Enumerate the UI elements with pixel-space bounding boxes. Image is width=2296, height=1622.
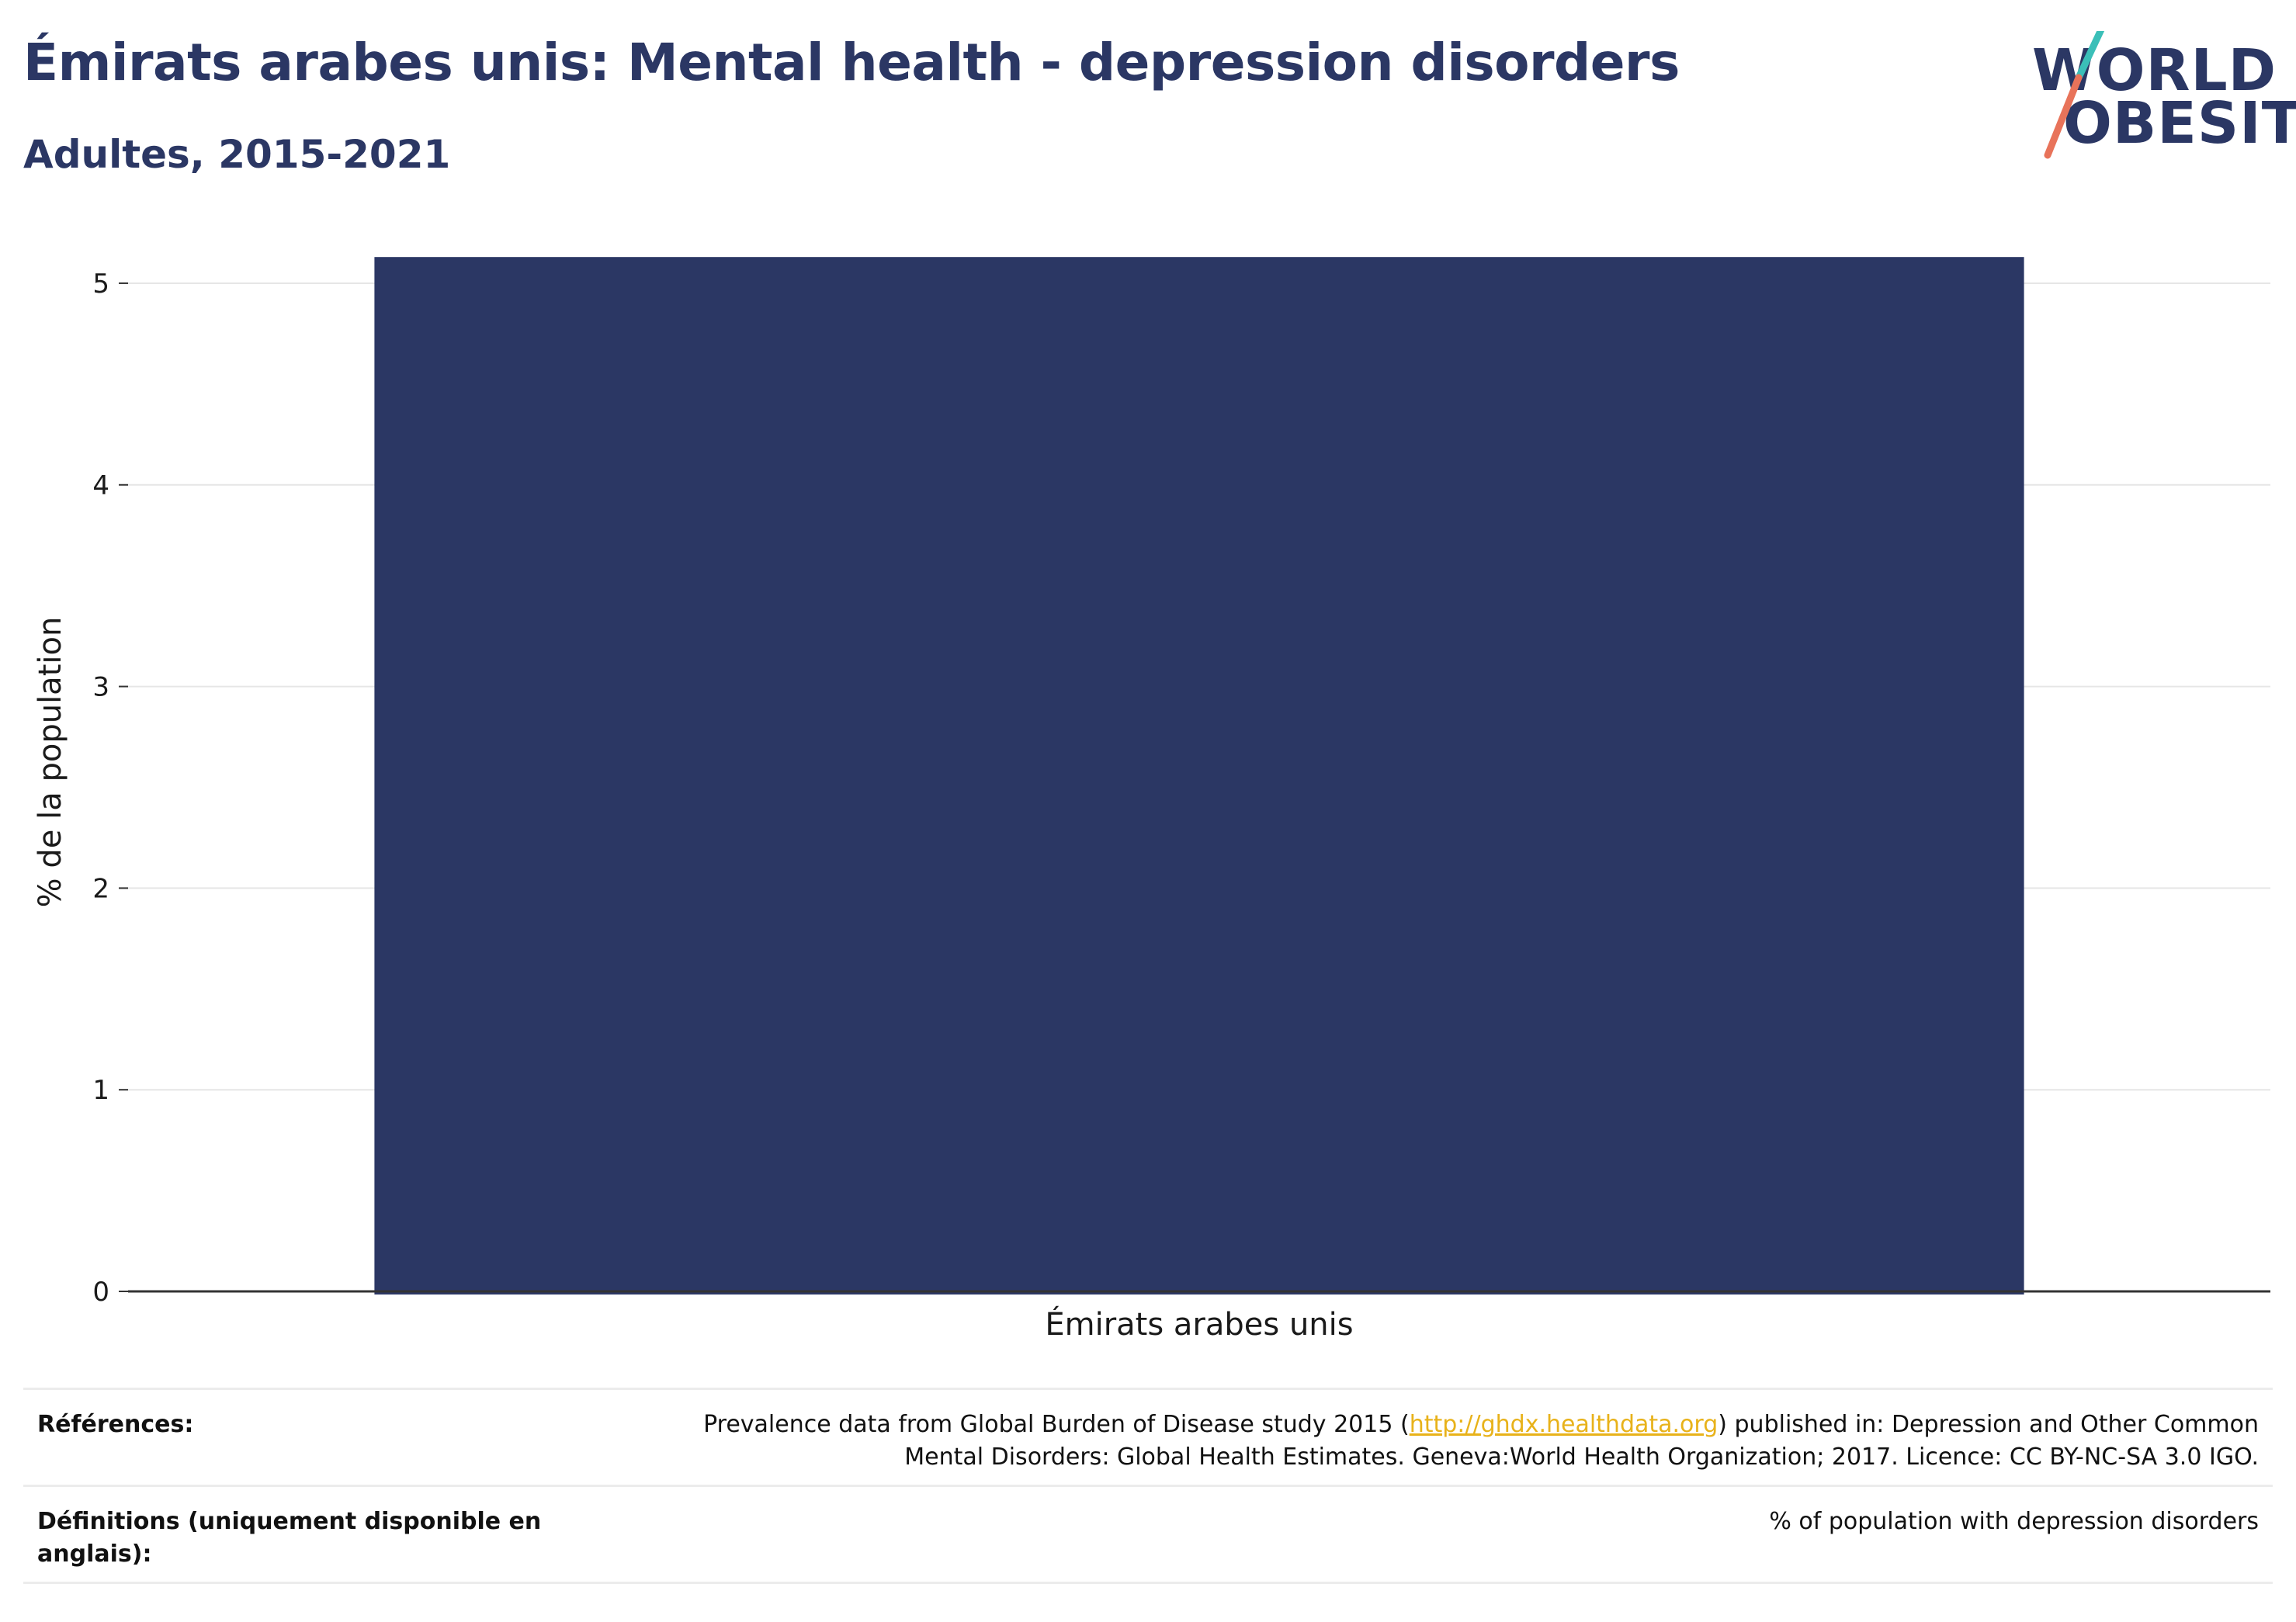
x-tick-label: Émirats arabes unis bbox=[1045, 1305, 1353, 1343]
logo-word-obesity: OBESITY bbox=[2063, 90, 2296, 157]
y-tick-label: 1 bbox=[92, 1075, 109, 1106]
ghdx-link[interactable]: http://ghdx.healthdata.org bbox=[1409, 1411, 1719, 1438]
references-table: Références: Prevalence data from Global … bbox=[23, 1388, 2273, 1584]
bars bbox=[374, 257, 2024, 1295]
world-obesity-logo: WORLD OBESITY bbox=[2018, 31, 2296, 171]
y-tick-label: 0 bbox=[92, 1277, 109, 1308]
y-tick-label: 4 bbox=[92, 470, 109, 501]
references-value: Prevalence data from Global Burden of Di… bbox=[629, 1409, 2259, 1474]
y-axis-title: % de la population bbox=[33, 617, 68, 908]
references-text-start: Prevalence data from Global Burden of Di… bbox=[703, 1411, 1410, 1438]
logo-slash-icon bbox=[2044, 31, 2105, 159]
bar[interactable] bbox=[374, 257, 2024, 1295]
y-tick-label: 5 bbox=[92, 269, 109, 300]
axes: 0 1 2 3 4 5 Émirats arabes unis bbox=[92, 269, 2270, 1343]
references-row: Références: Prevalence data from Global … bbox=[23, 1388, 2273, 1485]
bar-chart: 0 1 2 3 4 5 Émirats arabes unis % de la popula… bbox=[33, 257, 2270, 1343]
logo-slash-top bbox=[2075, 31, 2105, 81]
y-tick-label: 2 bbox=[92, 873, 109, 904]
definitions-label: Définitions (uniquement disponible en an… bbox=[37, 1508, 542, 1568]
chart-title: Émirats arabes unis: Mental health - dep… bbox=[23, 33, 1680, 92]
references-label: Références: bbox=[37, 1411, 194, 1438]
y-tick-label: 3 bbox=[92, 672, 109, 703]
logo-slash-bottom bbox=[2044, 74, 2083, 159]
chart-subtitle: Adultes, 2015-2021 bbox=[23, 132, 451, 177]
definitions-value: % of population with depression disorder… bbox=[1769, 1508, 2259, 1535]
definitions-row: Définitions (uniquement disponible en an… bbox=[23, 1485, 2273, 1584]
references-text-end: ) published in: Depression and Other Com… bbox=[904, 1411, 2259, 1471]
